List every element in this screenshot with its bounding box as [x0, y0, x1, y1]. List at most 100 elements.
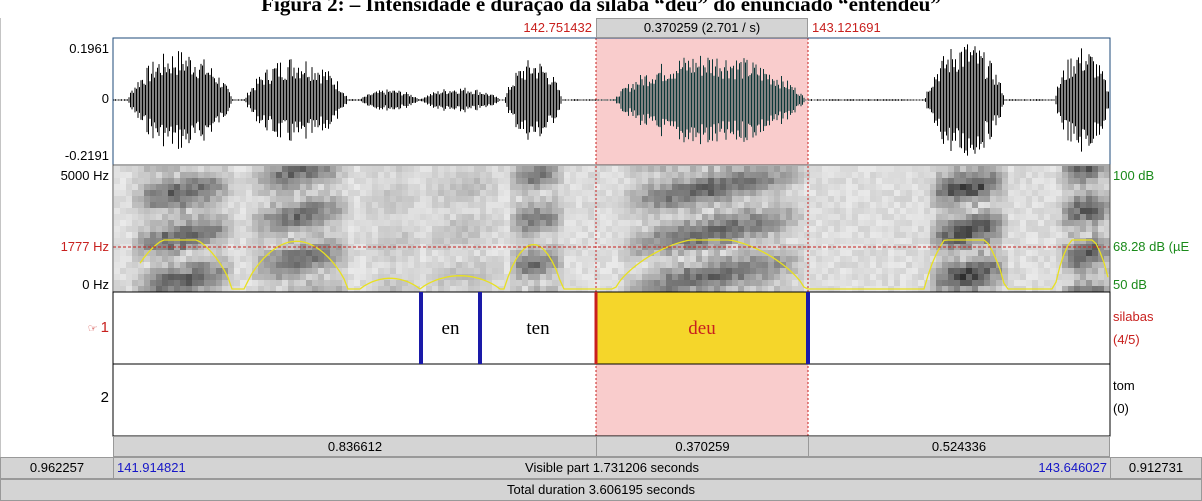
- duration-button[interactable]: 0.524336: [808, 436, 1110, 457]
- left-outside-button[interactable]: 0.962257: [0, 457, 114, 479]
- wave-zero: 0: [0, 91, 109, 107]
- spectrogram-cell: [144, 178, 150, 184]
- duration-button[interactable]: 0.370259: [596, 436, 809, 457]
- spectrogram-cell: [228, 220, 234, 226]
- spectrogram-cell: [942, 256, 948, 262]
- spectrogram-cell: [990, 214, 996, 220]
- spectrogram-cell: [462, 232, 468, 238]
- spectrogram-cell: [714, 190, 720, 196]
- spectrogram-cell: [750, 256, 756, 262]
- spectrogram-cell: [402, 166, 408, 172]
- spectrogram-cell: [846, 280, 852, 286]
- spectrogram-cell: [924, 178, 930, 184]
- spectrogram-cell: [210, 232, 216, 238]
- spectrogram-cell: [456, 208, 462, 214]
- spectrogram-cell: [660, 220, 666, 226]
- spectrogram-cell: [816, 232, 822, 238]
- spectrogram-cell: [252, 196, 258, 202]
- spectrogram-cell: [990, 208, 996, 214]
- spectrogram-cell: [654, 262, 660, 268]
- spectrogram-cell: [1104, 214, 1110, 220]
- spectrogram-cell: [426, 250, 432, 256]
- selection-duration[interactable]: 0.370259 (2.701 / s): [596, 18, 808, 38]
- spectrogram-cell: [678, 286, 684, 292]
- spectrogram-cell: [384, 196, 390, 202]
- spectrogram-cell: [1038, 238, 1044, 244]
- spectrogram-cell: [312, 184, 318, 190]
- spectrogram-cell: [438, 214, 444, 220]
- spectrogram-cell: [390, 214, 396, 220]
- spectrogram-cell: [192, 178, 198, 184]
- spectrogram-cell: [1032, 262, 1038, 268]
- spectrogram-cell: [156, 190, 162, 196]
- spectrogram-cell: [888, 238, 894, 244]
- spectrogram-cell: [1044, 268, 1050, 274]
- spectrogram-cell: [690, 262, 696, 268]
- spectrogram-cell: [312, 172, 318, 178]
- spectrogram-cell: [192, 190, 198, 196]
- spectrogram-cell: [444, 262, 450, 268]
- spectrogram-cell: [1056, 208, 1062, 214]
- spectrogram-cell: [414, 196, 420, 202]
- spectrogram-cell: [792, 286, 798, 292]
- duration-button[interactable]: 0.836612: [113, 436, 597, 457]
- spectrogram-cell: [486, 226, 492, 232]
- tier-2-number[interactable]: 2: [60, 390, 109, 406]
- spectrogram-cell: [714, 172, 720, 178]
- spectrogram-cell: [456, 196, 462, 202]
- tier-1-number[interactable]: ☞ 1: [60, 320, 109, 337]
- interval-text[interactable]: ten: [482, 318, 594, 340]
- spectrogram-cell: [294, 172, 300, 178]
- spectrogram-cell: [390, 226, 396, 232]
- spectrogram-cell: [474, 232, 480, 238]
- spectrogram-cell: [480, 190, 486, 196]
- spectrogram-cell: [276, 166, 282, 172]
- spectrogram-cell: [1002, 256, 1008, 262]
- spectrogram-cell: [186, 214, 192, 220]
- spectrogram-cell: [510, 232, 516, 238]
- spectrogram-cell: [126, 196, 132, 202]
- spectrogram-cell: [114, 184, 120, 190]
- spectrogram-cell: [840, 184, 846, 190]
- spectrogram-cell: [1092, 226, 1098, 232]
- spectrogram-cell: [558, 226, 564, 232]
- spectrogram-cell: [1014, 226, 1020, 232]
- total-duration-button[interactable]: Total duration 3.606195 seconds: [0, 479, 1202, 501]
- spectrogram-cell: [318, 256, 324, 262]
- spectrogram-cell: [990, 166, 996, 172]
- spectrogram-cell: [264, 274, 270, 280]
- interval-text[interactable]: en: [423, 318, 478, 340]
- spectrogram-cell: [564, 256, 570, 262]
- spectrogram-cell: [960, 250, 966, 256]
- spectrogram-cell: [372, 286, 378, 292]
- spectrogram-cell: [870, 214, 876, 220]
- spectrogram-cell: [666, 280, 672, 286]
- spectrogram-cell: [342, 208, 348, 214]
- interval-text[interactable]: deu: [598, 318, 806, 340]
- spectrogram-cell: [810, 280, 816, 286]
- spectrogram-cell: [210, 202, 216, 208]
- spectrogram-cell: [318, 208, 324, 214]
- spectrogram-cell: [708, 232, 714, 238]
- spectrogram-cell: [156, 178, 162, 184]
- spectrogram-cell: [462, 196, 468, 202]
- spectrogram-cell: [1026, 280, 1032, 286]
- spectrogram-cell: [426, 190, 432, 196]
- spectrogram-cell: [426, 256, 432, 262]
- spectrogram-cell: [702, 178, 708, 184]
- right-outside-button[interactable]: 0.912731: [1110, 457, 1202, 479]
- spectrogram-cell: [390, 250, 396, 256]
- spectrogram-cell: [636, 286, 642, 292]
- spectrogram-cell: [1032, 238, 1038, 244]
- spectrogram-cell: [420, 190, 426, 196]
- spectrogram-cell: [444, 256, 450, 262]
- visible-part-button[interactable]: 141.914821 Visible part 1.731206 seconds…: [113, 457, 1111, 479]
- spectrogram-cell: [1062, 214, 1068, 220]
- spectrogram-cell: [600, 274, 606, 280]
- spectrogram-cell: [270, 220, 276, 226]
- spectrogram-cell: [696, 238, 702, 244]
- spectrogram-cell: [660, 226, 666, 232]
- spectrogram-cell: [1092, 190, 1098, 196]
- spectrogram-cell: [126, 262, 132, 268]
- spectrogram-cell: [258, 196, 264, 202]
